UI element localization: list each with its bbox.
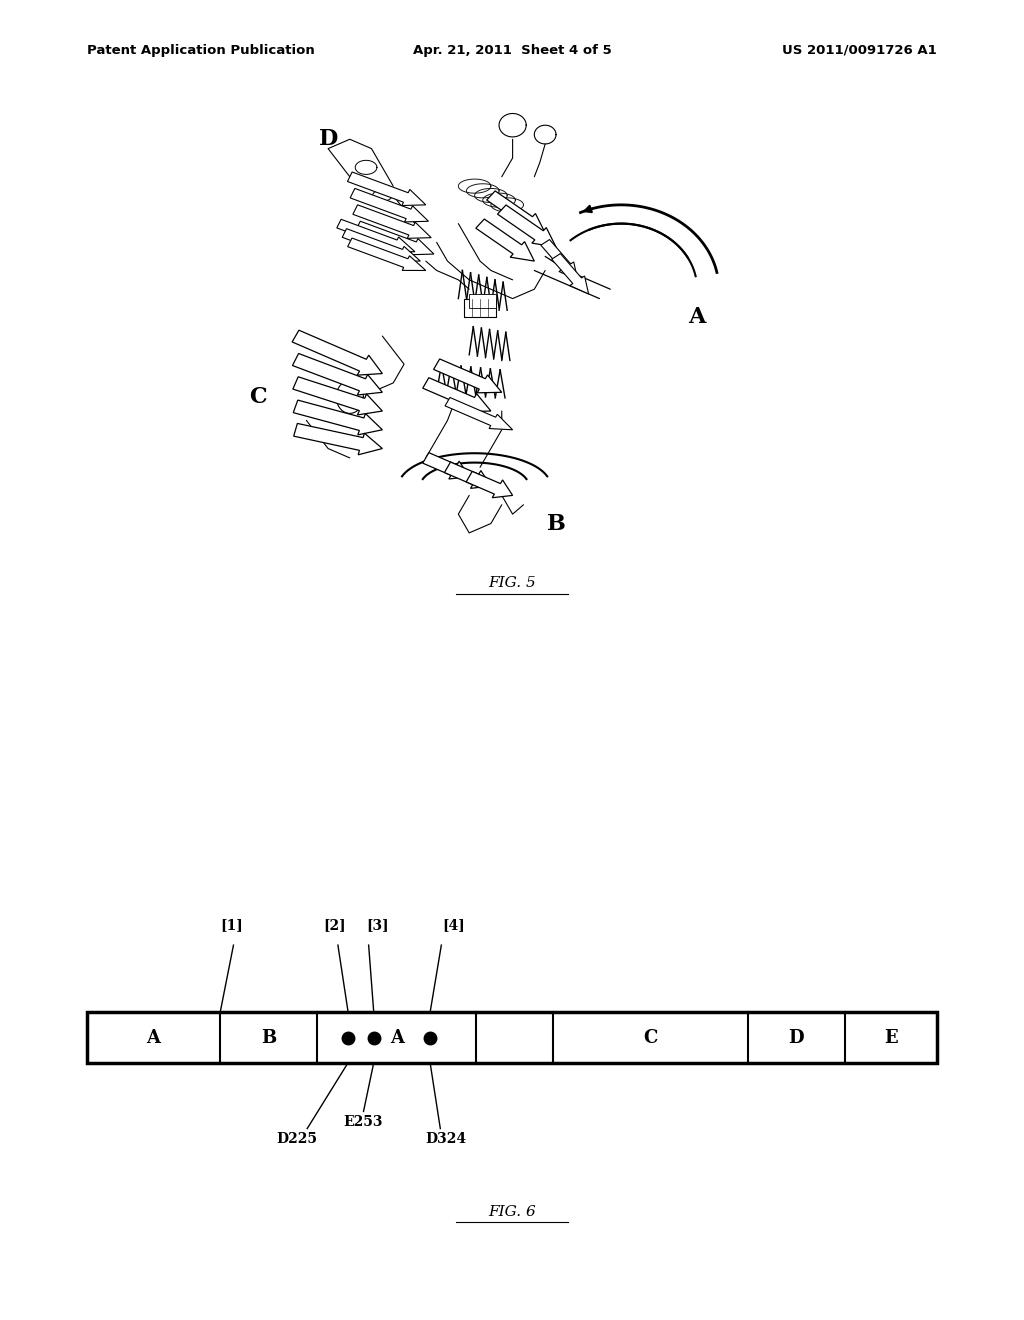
Polygon shape — [476, 219, 535, 261]
Text: D225: D225 — [276, 1133, 317, 1146]
Text: D: D — [788, 1028, 804, 1047]
Text: C: C — [643, 1028, 657, 1047]
Polygon shape — [293, 400, 382, 434]
Text: E: E — [884, 1028, 898, 1047]
Polygon shape — [541, 239, 578, 280]
Polygon shape — [444, 462, 490, 488]
Polygon shape — [292, 330, 382, 375]
Text: Patent Application Publication: Patent Application Publication — [87, 44, 314, 57]
Text: US 2011/0091726 A1: US 2011/0091726 A1 — [782, 44, 937, 57]
Text: FIG. 5: FIG. 5 — [488, 577, 536, 590]
Text: [3]: [3] — [367, 919, 389, 932]
Polygon shape — [348, 238, 426, 271]
Polygon shape — [350, 189, 428, 222]
Polygon shape — [353, 205, 431, 239]
Text: A: A — [390, 1028, 403, 1047]
Text: B: B — [547, 512, 565, 535]
Polygon shape — [355, 222, 434, 255]
Polygon shape — [342, 228, 420, 261]
Polygon shape — [433, 359, 502, 393]
Text: FIG. 6: FIG. 6 — [488, 1205, 536, 1218]
Polygon shape — [498, 205, 556, 247]
Text: C: C — [249, 385, 266, 408]
Text: [2]: [2] — [324, 919, 346, 932]
Polygon shape — [466, 471, 513, 498]
Bar — [87, 1012, 937, 1063]
Polygon shape — [294, 424, 382, 455]
Polygon shape — [445, 397, 513, 430]
Polygon shape — [347, 172, 426, 206]
Text: Apr. 21, 2011  Sheet 4 of 5: Apr. 21, 2011 Sheet 4 of 5 — [413, 44, 611, 57]
Text: [1]: [1] — [220, 919, 243, 932]
Polygon shape — [337, 219, 415, 252]
Text: A: A — [146, 1028, 161, 1047]
Text: A: A — [688, 306, 706, 329]
Text: E253: E253 — [344, 1115, 383, 1129]
Text: B: B — [261, 1028, 276, 1047]
Polygon shape — [552, 253, 589, 294]
Polygon shape — [293, 376, 382, 414]
Polygon shape — [423, 378, 490, 412]
Polygon shape — [423, 453, 469, 479]
Text: [4]: [4] — [442, 919, 465, 932]
Bar — [464, 298, 497, 317]
Polygon shape — [293, 354, 382, 395]
Polygon shape — [486, 191, 545, 232]
Text: D: D — [318, 128, 338, 150]
Bar — [469, 294, 497, 308]
Text: D324: D324 — [425, 1133, 466, 1146]
